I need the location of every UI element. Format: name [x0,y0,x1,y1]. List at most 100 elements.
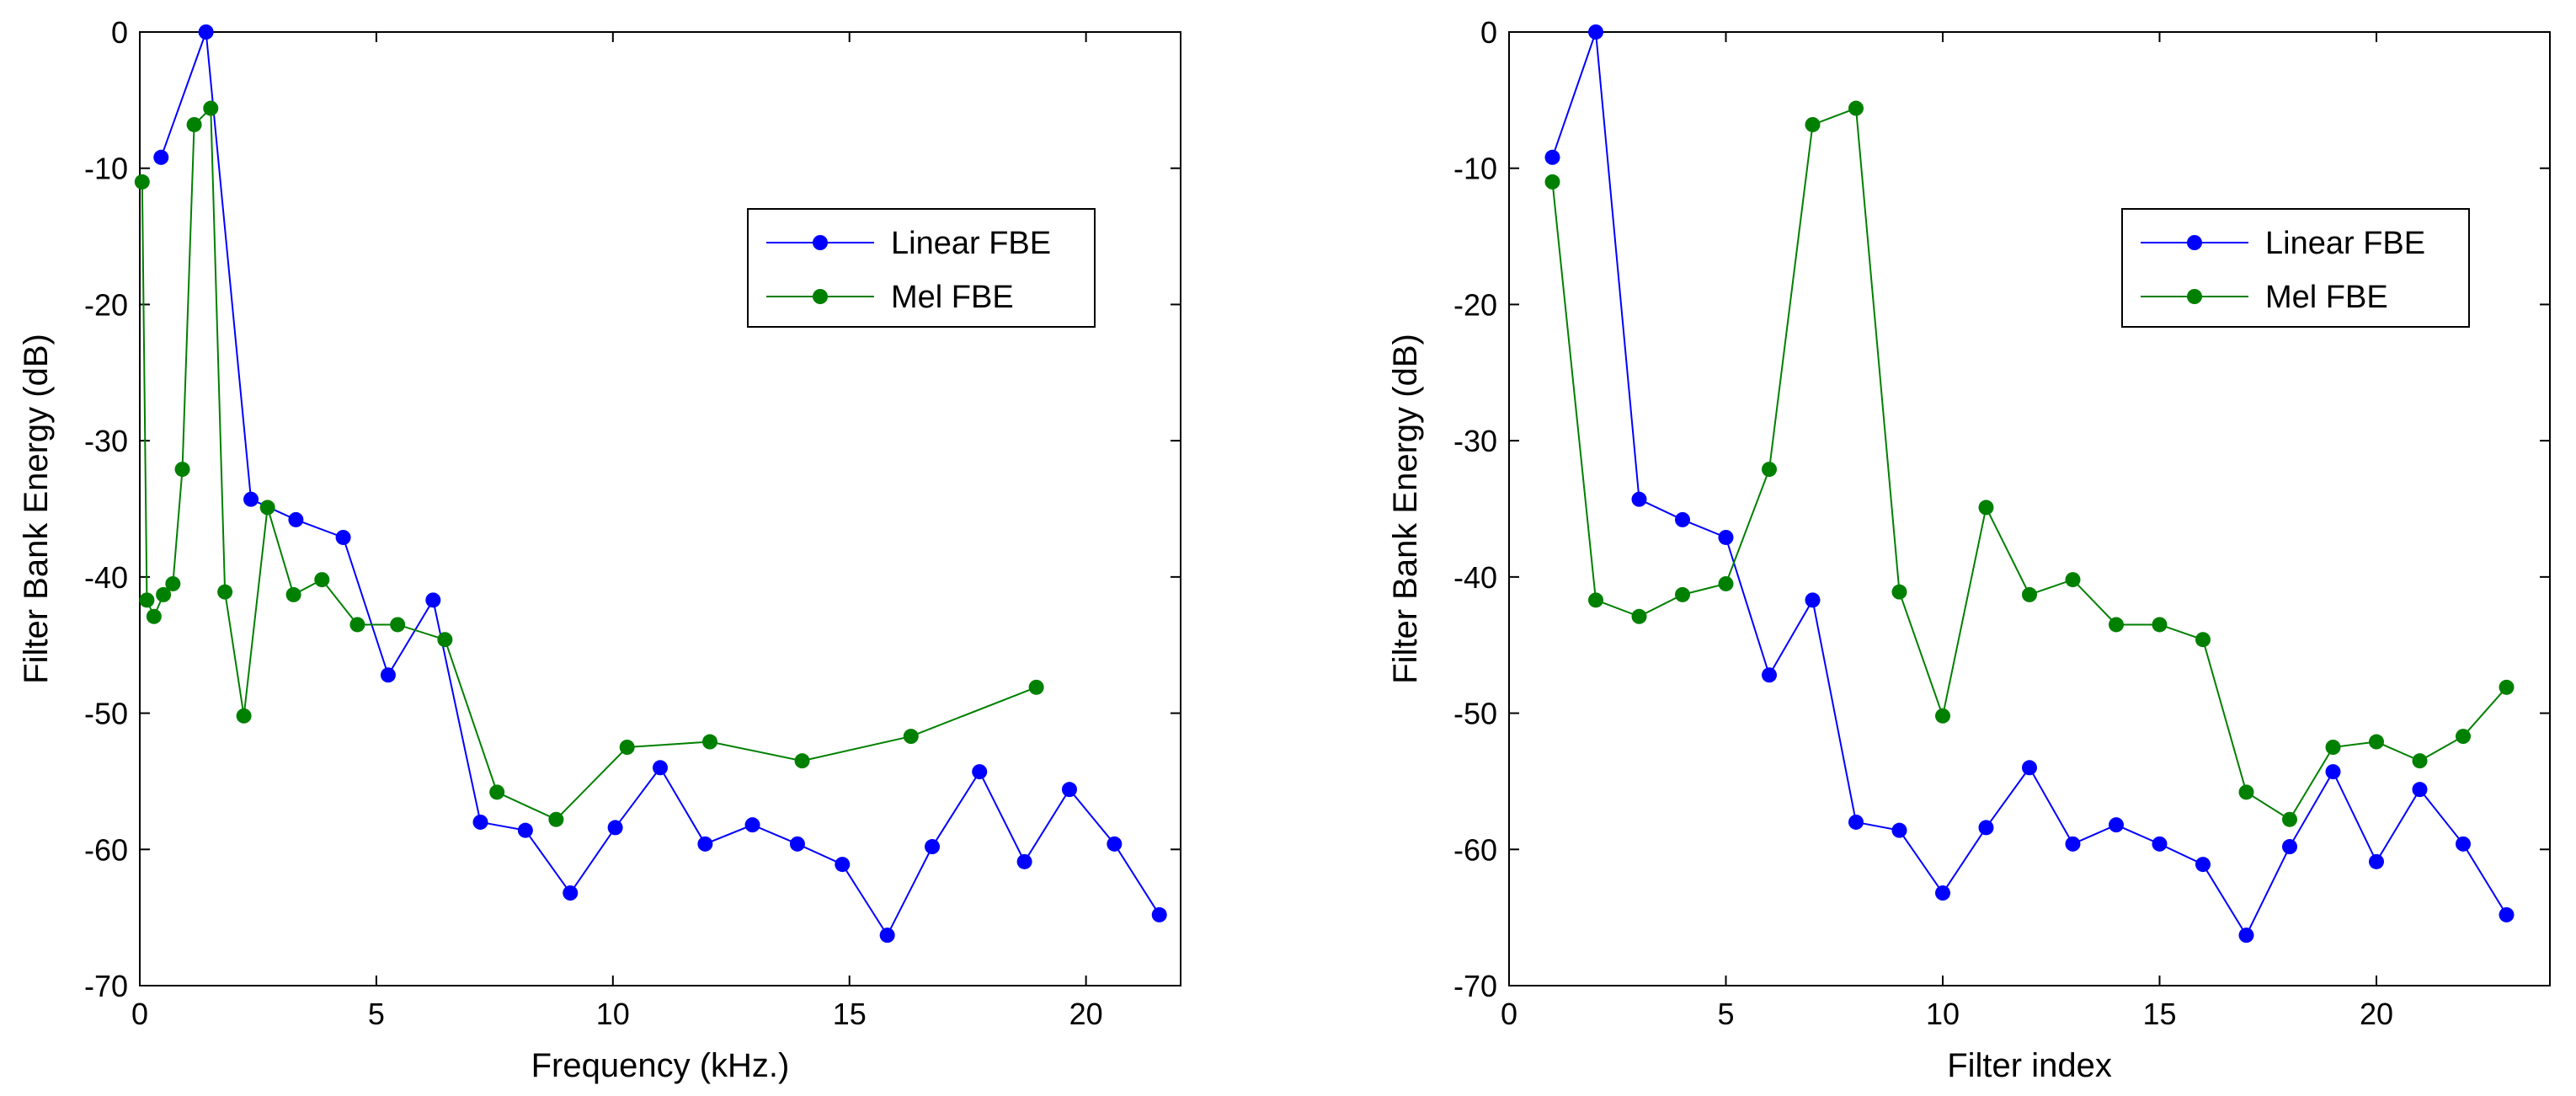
data-point-linear-fbe [1061,782,1077,798]
data-point-linear-fbe [2456,836,2471,852]
y-tick-label: -10 [1453,152,1497,186]
x-axis-title: Frequency (kHz.) [531,1047,790,1084]
data-point-linear-fbe [1848,814,1864,830]
legend-label-mel-fbe: Mel FBE [2265,280,2388,315]
data-point-linear-fbe [925,839,941,855]
series-line-linear-fbe [160,31,1160,938]
data-point-mel-fbe [217,584,233,600]
data-point-linear-fbe [153,149,169,165]
data-point-linear-fbe [653,760,668,776]
data-point-linear-fbe [835,857,851,873]
data-point-linear-fbe [2109,817,2124,833]
data-point-mel-fbe [349,617,365,633]
legend-marker-linear-fbe [2187,235,2202,250]
data-point-mel-fbe [146,608,162,624]
plot-area-box [1508,31,2551,986]
data-point-linear-fbe [2022,760,2037,776]
data-point-linear-fbe [1588,24,1603,40]
legend-marker-mel-fbe [2187,289,2202,304]
data-point-mel-fbe [2109,617,2124,633]
y-tick-label: -40 [84,560,128,595]
y-tick-label: 0 [111,15,128,50]
x-tick-label: 10 [1926,997,1960,1031]
legend: Linear FBE Mel FBE [747,208,1096,328]
data-point-linear-fbe [2282,839,2297,855]
data-point-mel-fbe [619,740,635,755]
y-tick-label: -50 [84,697,128,731]
x-tick-label: 0 [131,997,148,1031]
y-tick-label: -40 [1453,560,1497,595]
legend-marker-linear-fbe [813,235,828,250]
data-point-linear-fbe [1762,667,1777,683]
data-point-mel-fbe [1028,679,1044,695]
data-point-mel-fbe [1935,708,1950,724]
data-point-mel-fbe [489,784,505,800]
y-tick-label: -60 [1453,832,1497,867]
data-point-mel-fbe [2369,734,2384,750]
y-tick-label: -70 [84,969,128,1003]
data-point-linear-fbe [2152,836,2168,852]
data-point-mel-fbe [165,575,181,591]
data-point-linear-fbe [1631,491,1647,507]
data-point-linear-fbe [1107,836,1123,852]
data-point-mel-fbe [2022,586,2037,602]
data-point-linear-fbe [2238,928,2254,944]
data-point-mel-fbe [2499,679,2515,695]
data-point-mel-fbe [2065,572,2081,588]
data-point-mel-fbe [1675,586,1690,602]
data-point-linear-fbe [1718,529,1734,545]
x-tick-label: 20 [2360,997,2393,1031]
data-point-linear-fbe [1805,592,1821,608]
data-point-mel-fbe [390,617,406,633]
y-tick-label: -20 [1453,287,1497,322]
data-point-linear-fbe [243,491,259,507]
data-point-linear-fbe [472,814,488,830]
data-point-mel-fbe [259,500,275,516]
data-point-mel-fbe [236,708,252,724]
y-axis-title: Filter Bank Energy (dB) [18,334,55,684]
data-point-linear-fbe [697,836,713,852]
legend: Linear FBE Mel FBE [2121,208,2470,328]
data-point-mel-fbe [701,734,717,750]
data-point-mel-fbe [186,116,202,132]
data-point-mel-fbe [1588,592,1603,608]
chart-panel-1: 0 5 10 15 20 0 -10 -20 -30 -40 -50 -60 -70 Frequency … [18,15,1181,1084]
x-axis-title: Filter index [1947,1047,2112,1084]
data-point-mel-fbe [1544,174,1560,190]
data-point-mel-fbe [134,174,150,190]
data-point-mel-fbe [794,753,810,769]
data-point-linear-fbe [335,529,351,545]
data-point-linear-fbe [2369,853,2384,869]
y-tick-label: -70 [1453,969,1497,1003]
data-point-mel-fbe [285,586,301,602]
data-point-linear-fbe [563,885,579,901]
x-tick-label: 0 [1501,997,1517,1031]
data-point-mel-fbe [2195,632,2211,648]
data-point-linear-fbe [744,817,760,833]
data-point-mel-fbe [2456,729,2471,745]
data-point-mel-fbe [314,572,330,588]
plot-area-box [139,31,1181,986]
data-point-linear-fbe [2195,857,2211,873]
x-tick-label: 5 [1717,997,1734,1031]
data-point-linear-fbe [1935,885,1950,901]
chart-panel-2: 0 5 10 15 20 0 -10 -20 -30 -40 -50 -60 -70 Filter ind… [1387,15,2551,1084]
y-tick-label: -30 [1453,424,1497,458]
data-point-mel-fbe [1805,116,1821,132]
legend-box [2121,208,2470,328]
data-point-linear-fbe [380,667,396,683]
x-tick-label: 10 [596,997,630,1031]
data-point-mel-fbe [1891,584,1907,600]
legend-marker-mel-fbe [813,289,828,304]
y-tick-label: -10 [84,152,128,186]
data-point-mel-fbe [437,632,453,648]
x-tick-label: 20 [1069,997,1103,1031]
y-tick-label: -30 [84,424,128,458]
data-point-mel-fbe [2325,740,2341,755]
data-point-mel-fbe [139,592,155,608]
y-tick-label: 0 [1480,15,1497,50]
data-point-mel-fbe [2282,811,2297,827]
data-point-mel-fbe [2412,753,2428,769]
data-point-linear-fbe [517,822,533,838]
